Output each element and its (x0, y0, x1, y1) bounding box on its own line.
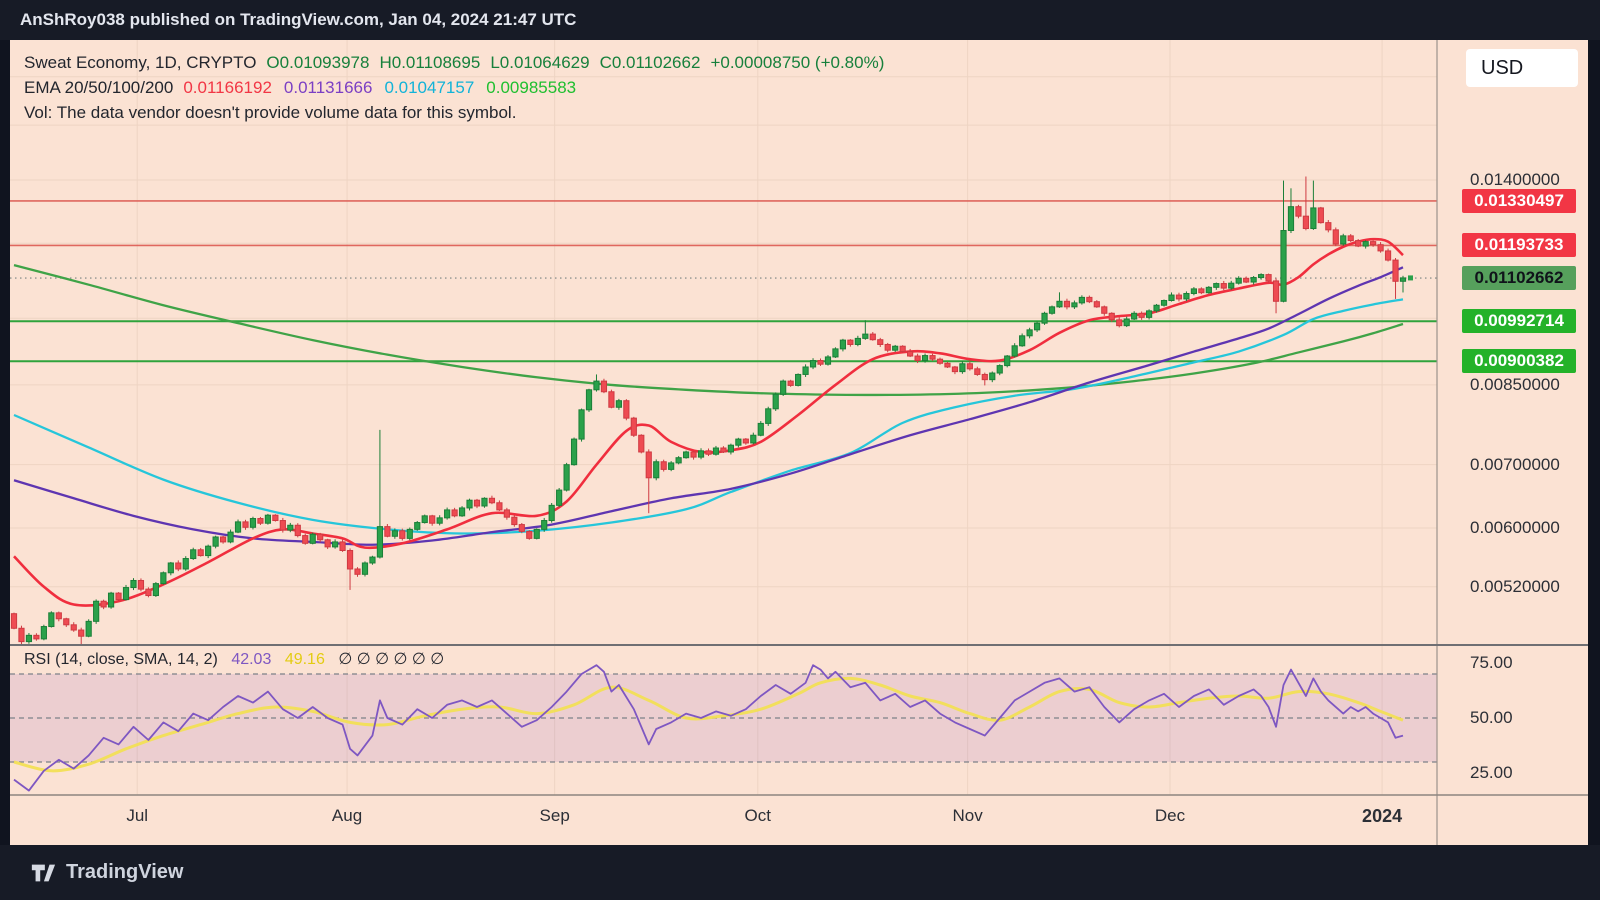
legend-volume-row: Vol: The data vendor doesn't provide vol… (24, 100, 894, 125)
ema-value-1: 0.01131666 (283, 78, 373, 97)
publish-info-bar: AnShRoy038 published on TradingView.com,… (0, 0, 1600, 40)
ema-values: 0.01166192 0.01131666 0.01047157 0.00985583 (183, 78, 588, 97)
tradingview-brand-text[interactable]: TradingView (66, 861, 184, 883)
time-axis-label: Oct (744, 806, 772, 825)
time-axis-label: Nov (952, 806, 983, 825)
rsi-empty-values: ∅ ∅ ∅ ∅ ∅ ∅ (338, 651, 445, 668)
currency-label: USD (1481, 56, 1524, 79)
volume-note: Vol: The data vendor doesn't provide vol… (24, 103, 517, 122)
price-badge: 0.01193733 (1462, 233, 1576, 258)
rsi-scale-label: 50.00 (1470, 708, 1513, 727)
ema-value-0: 0.01166192 (183, 78, 272, 97)
ohlc-values: O0.01093978 H0.01108695 L0.01064629 C0.0110… (266, 53, 894, 72)
price-scale-label: 0.00600000 (1470, 517, 1560, 537)
ohlc-l: L0.01064629 (490, 53, 590, 72)
price-scale-label: 0.01400000 (1470, 170, 1560, 189)
chart-background (10, 40, 1588, 845)
symbol-title[interactable]: Sweat Economy, 1D, CRYPTO (24, 53, 257, 72)
legend-symbol-row: Sweat Economy, 1D, CRYPTO O0.01093978 H0.0… (24, 50, 894, 75)
price-scale-label: 0.00850000 (1470, 374, 1560, 394)
tradingview-logo-icon[interactable] (30, 860, 56, 886)
time-axis-label: Sep (539, 806, 570, 825)
price-badge: 0.01330497 (1462, 188, 1576, 213)
time-axis-label: Aug (331, 806, 363, 825)
footer-bar: TradingView (0, 845, 1600, 900)
ema-indicator-title[interactable]: EMA 20/50/100/200 (24, 78, 174, 97)
ema-value-2: 0.01047157 (384, 78, 475, 97)
price-badge: 0.01102662 (1462, 266, 1576, 291)
rsi-scale-label: 25.00 (1470, 763, 1513, 782)
price-change: +0.00008750 (+0.80%) (710, 53, 885, 72)
rsi-value: 42.03 (231, 651, 272, 668)
legend-ema-row: EMA 20/50/100/200 0.01166192 0.01131666 0.0… (24, 75, 894, 100)
price-scale-label: 0.00520000 (1470, 576, 1560, 596)
price-badge: 0.00900382 (1462, 349, 1576, 374)
currency-button[interactable]: USD (1466, 49, 1578, 87)
price-scale-label: 0.00700000 (1470, 454, 1560, 474)
rsi-scale-label: 75.00 (1470, 653, 1513, 672)
rsi-indicator-title[interactable]: RSI (14, close, SMA, 14, 2) (24, 651, 218, 668)
price-badge: 0.00992714 (1462, 309, 1576, 334)
time-axis-label: 2024 (1362, 806, 1403, 826)
ema-value-3: 0.00985583 (486, 78, 577, 97)
ohlc-o: O0.01093978 (266, 53, 370, 72)
publish-info-text: AnShRoy038 published on TradingView.com,… (20, 10, 577, 29)
ohlc-h: H0.01108695 (379, 53, 481, 72)
rsi-legend: RSI (14, close, SMA, 14, 2) 42.03 49.16 … (24, 649, 453, 669)
rsi-sma-value: 49.16 (284, 651, 325, 668)
symbol-legend: Sweat Economy, 1D, CRYPTO O0.01093978 H0.0… (24, 50, 894, 125)
time-axis-label: Dec (1154, 806, 1186, 825)
time-axis-label: Jul (126, 806, 149, 825)
ohlc-c: C0.01102662 (599, 53, 701, 72)
